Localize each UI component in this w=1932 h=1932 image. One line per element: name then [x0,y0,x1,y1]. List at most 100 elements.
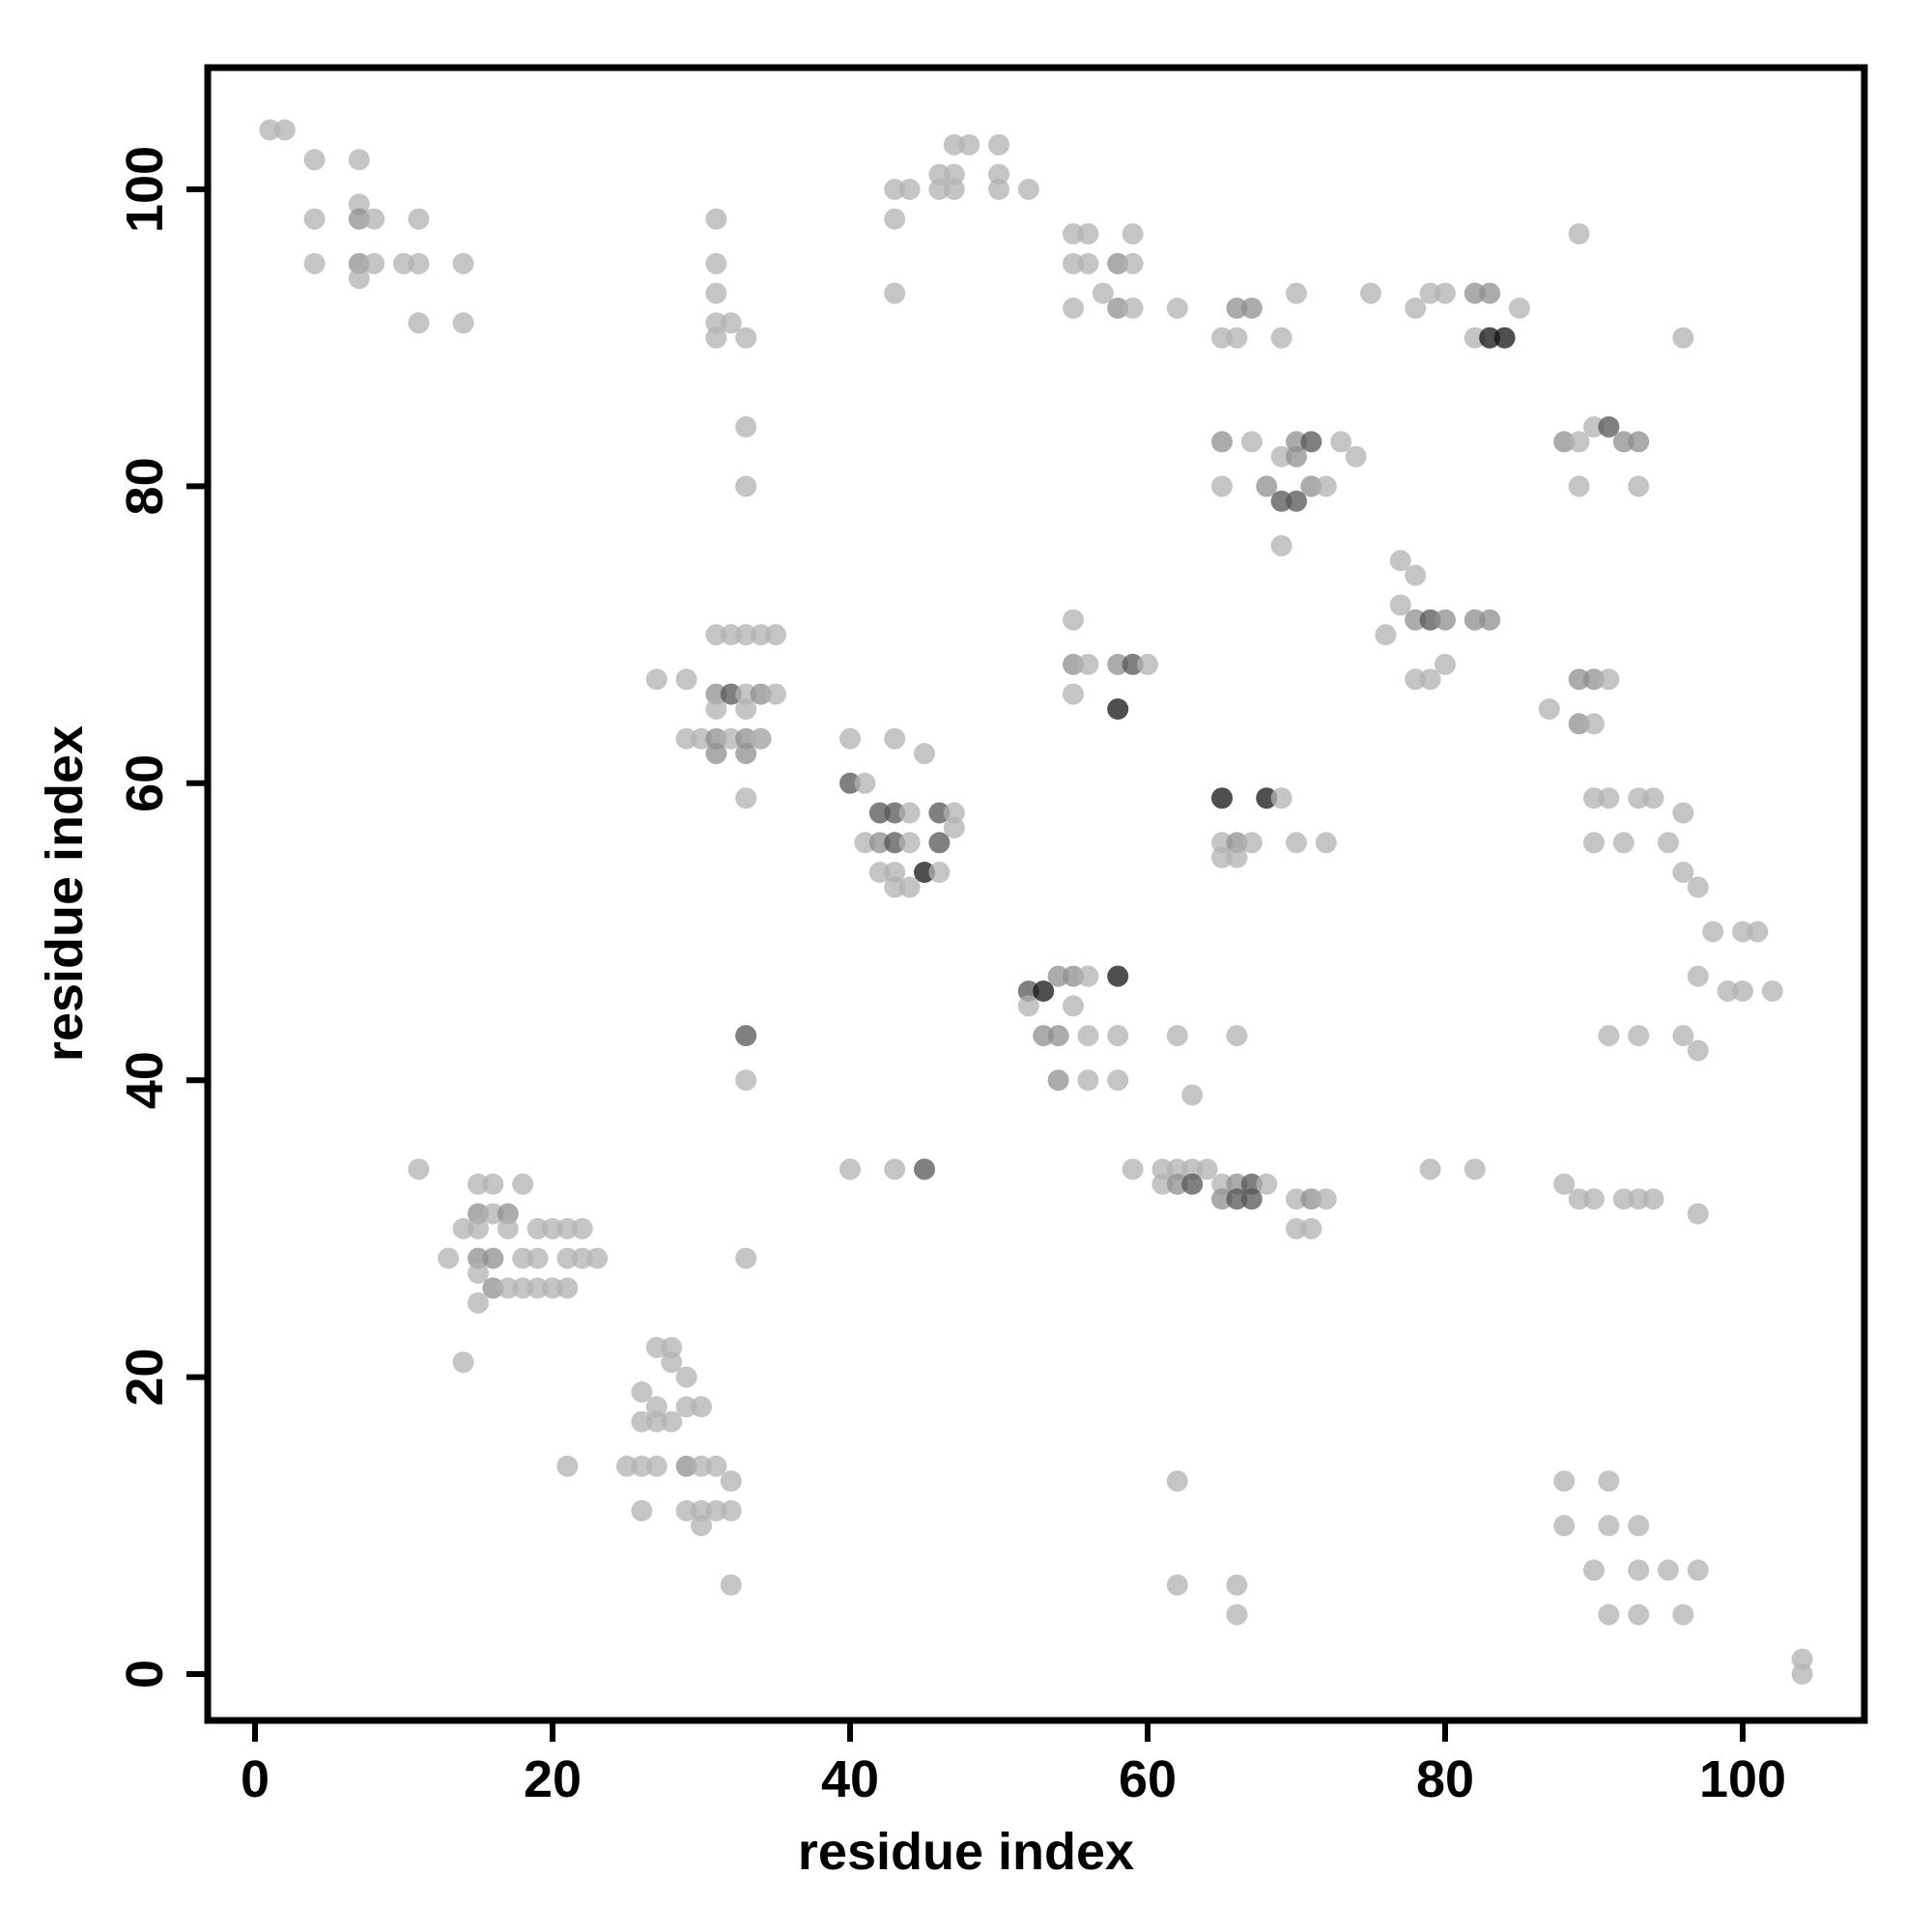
data-point [661,1410,683,1433]
data-point [705,698,727,720]
data-point [750,624,772,646]
data-point [1107,1069,1129,1092]
data-point [854,772,876,794]
data-point [1583,1188,1605,1210]
data-point [765,624,786,646]
data-point [1226,1173,1248,1195]
data-point [1226,832,1248,854]
data-point [1286,282,1307,304]
data-point [928,179,951,200]
data-point [1732,980,1753,1002]
data-point [1687,1559,1709,1581]
data-point [928,802,951,824]
data-point [1628,1025,1650,1047]
data-point [884,179,906,200]
data-point [1226,327,1248,349]
data-point [705,208,727,230]
data-point [1583,415,1605,438]
data-point [1122,298,1144,319]
data-point [1300,1217,1322,1239]
data-point [556,1247,579,1269]
data-point [1047,1025,1069,1047]
data-point [1583,1559,1605,1581]
data-point [691,1515,712,1537]
data-point [928,163,951,185]
data-point [645,1336,668,1358]
data-point [1181,1173,1204,1195]
data-point [1211,1188,1233,1210]
data-point [303,208,326,230]
data-point [1151,1158,1174,1180]
data-point [675,668,697,691]
data-point [1300,475,1322,497]
data-point [1583,713,1605,735]
data-point [1240,298,1263,319]
data-point [884,1158,906,1180]
data-points-layer [259,119,1813,1685]
data-point [512,1173,534,1195]
data-point [735,475,757,497]
data-point [884,208,906,230]
data-point [1598,668,1620,691]
data-point [1435,653,1456,675]
data-point [273,119,296,141]
data-point [1405,564,1427,586]
data-point [468,1292,489,1314]
data-point [1270,534,1293,556]
data-point [512,1247,534,1269]
data-point [1166,1574,1188,1596]
data-point [1240,832,1263,854]
data-point [1286,431,1307,453]
data-point [1463,327,1486,349]
data-point [1256,787,1278,810]
data-point [705,727,727,750]
data-point [645,668,668,691]
data-point [1702,921,1724,943]
data-point [1286,1217,1307,1239]
data-point [1300,1188,1322,1210]
data-point [1628,1559,1650,1581]
data-point [1315,832,1337,854]
y-axis-title: residue index [36,725,94,1062]
data-point [1538,698,1560,720]
data-point [526,1217,549,1239]
data-point [1122,653,1144,675]
data-point [1017,980,1039,1002]
data-point [1568,223,1590,245]
data-point [1063,965,1084,987]
data-point [348,193,370,215]
data-point [1389,594,1411,616]
data-point [1286,1188,1307,1210]
data-point [1166,1158,1188,1180]
y-axis-ticks [186,186,208,1677]
data-point [259,119,281,141]
data-point [1077,223,1099,245]
data-point [1077,1025,1099,1047]
data-point [943,179,965,200]
data-point [1672,327,1694,349]
data-point [1419,282,1441,304]
data-point [868,832,891,854]
data-point [705,683,727,705]
data-point [452,1217,474,1239]
data-point [735,624,757,646]
data-point [1405,298,1427,319]
data-point [884,832,906,854]
data-point [1568,668,1590,691]
data-point [497,1217,519,1239]
data-point [1628,787,1650,810]
data-point [1628,1515,1650,1537]
data-point [735,1069,757,1092]
data-point [750,683,772,705]
data-point [705,252,727,274]
data-point [1122,252,1144,274]
data-point [1226,1574,1248,1596]
data-point [363,252,385,274]
data-point [1717,980,1739,1002]
data-point [1568,431,1590,453]
data-point [497,1203,519,1225]
data-point [408,1158,430,1180]
data-point [1256,475,1278,497]
data-point [1211,327,1233,349]
